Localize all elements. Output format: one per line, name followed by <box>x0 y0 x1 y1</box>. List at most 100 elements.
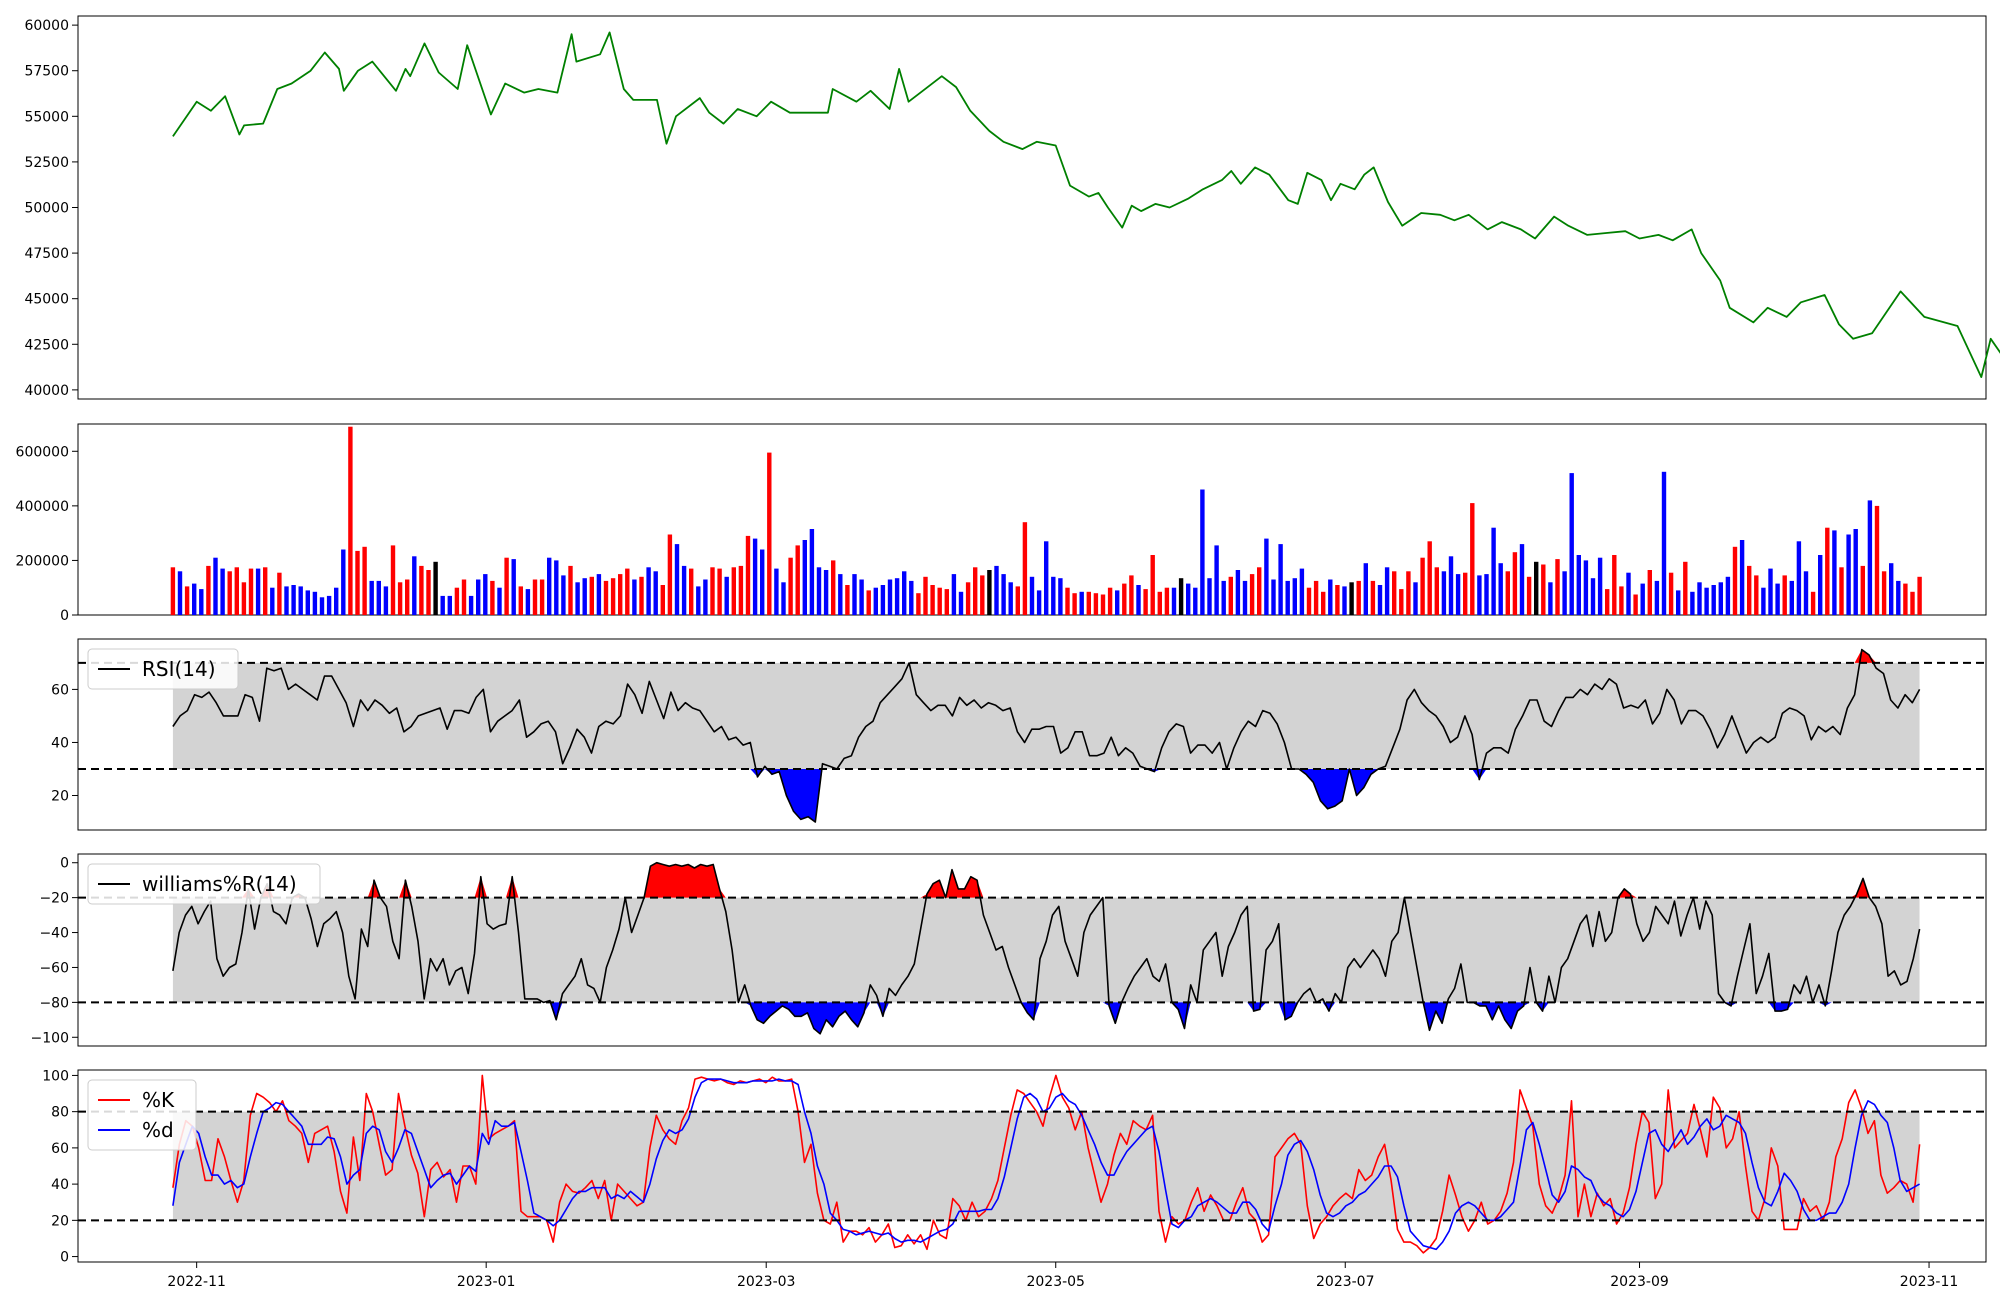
volume-bar <box>589 576 594 615</box>
volume-bar <box>1505 571 1510 615</box>
volume-bar <box>816 567 822 616</box>
volume-bar <box>1477 575 1482 615</box>
volume-bar <box>802 540 807 615</box>
panel-2-series-0 <box>172 648 1921 823</box>
volume-bar <box>241 582 247 615</box>
volume-bar <box>717 568 722 615</box>
volume-bar <box>1775 583 1780 615</box>
volume-bar <box>1200 489 1205 615</box>
volume-bar <box>1001 574 1006 615</box>
volume-bar <box>397 582 403 615</box>
volume-bar <box>192 583 197 615</box>
volume-bar <box>1541 564 1546 615</box>
panel-0-ytick-label: 47500 <box>24 246 69 262</box>
volume-bar <box>1193 587 1198 615</box>
volume-bar <box>1427 541 1432 615</box>
volume-bar <box>454 587 460 615</box>
volume-bar <box>1036 590 1042 615</box>
volume-bar <box>980 575 985 615</box>
panel-2-ytick-label: 40 <box>51 735 69 751</box>
volume-bar <box>1590 578 1596 615</box>
panel-4-ytick-label: 80 <box>51 1105 69 1121</box>
volume-bar <box>312 591 318 615</box>
volume-bar <box>902 571 907 615</box>
volume-bar <box>994 565 999 615</box>
volume-bar <box>1526 576 1532 615</box>
volume-bar <box>880 585 886 615</box>
volume-bar <box>1789 580 1794 615</box>
volume-bar <box>497 587 502 615</box>
panel-1-ytick-label: 400000 <box>16 499 69 515</box>
volume-bar <box>987 570 992 615</box>
panel-3-series-0 <box>172 861 1921 1035</box>
volume-bar <box>270 587 275 615</box>
volume-bar <box>582 578 587 615</box>
x-tick-label: 2022-11 <box>167 1274 226 1290</box>
volume-bar <box>518 586 523 615</box>
panel-0-ytick-label: 52500 <box>24 155 69 171</box>
panel-4-frame <box>77 1069 1987 1263</box>
volume-bar <box>483 574 488 615</box>
volume-bar <box>355 550 360 615</box>
volume-bar <box>887 579 893 615</box>
volume-bar <box>1392 571 1397 615</box>
panel-3-ytick-label: −80 <box>39 995 69 1011</box>
volume-bar <box>1257 567 1262 616</box>
volume-bar <box>1157 591 1162 615</box>
volume-bar <box>724 576 729 615</box>
panel-3-legend: williams%R(14) <box>87 863 321 905</box>
panel-2-ytick-label: 20 <box>51 789 69 805</box>
panel-4-ytick-label: 0 <box>60 1250 69 1266</box>
volume-bar <box>298 586 303 615</box>
volume-bar <box>1903 583 1908 615</box>
volume-bar <box>703 579 708 615</box>
volume-bar <box>1725 576 1731 615</box>
volume-bar <box>788 557 793 615</box>
panel-4-series-1 <box>172 1078 1920 1251</box>
volume-bar <box>1441 571 1447 615</box>
panel-4-ytick-label: 100 <box>42 1068 69 1084</box>
volume-bar <box>1661 471 1667 616</box>
panel-4-ytick-label: 20 <box>51 1213 69 1229</box>
volume-bar <box>1321 591 1326 615</box>
volume-bar <box>1420 557 1425 615</box>
x-tick-label: 2023-03 <box>737 1274 796 1290</box>
volume-bar <box>1747 565 1752 615</box>
volume-bar <box>916 593 921 615</box>
volume-bar <box>909 580 914 615</box>
volume-bar <box>710 567 715 616</box>
volume-bar <box>596 574 602 615</box>
volume-bar <box>1349 582 1354 615</box>
volume-bar <box>873 587 878 615</box>
volume-bar <box>511 559 516 615</box>
volume-bar <box>1022 522 1028 615</box>
volume-bar <box>752 538 758 615</box>
volume-bar <box>532 579 538 615</box>
volume-bar <box>369 580 374 615</box>
volume-bar <box>1825 527 1830 615</box>
volume-bar <box>951 574 957 615</box>
volume-bar <box>1832 530 1837 615</box>
volume-bar <box>1242 580 1248 615</box>
volume-bar <box>1107 587 1113 615</box>
volume-bar <box>1896 580 1901 615</box>
volume-bar <box>1448 556 1454 615</box>
volume-bar <box>525 589 531 615</box>
volume-bar <box>1363 563 1368 615</box>
volume-bar <box>326 595 332 615</box>
volume-bar <box>923 576 928 615</box>
volume-bar <box>1150 555 1155 615</box>
volume-bar <box>184 586 190 615</box>
volume-bar <box>1143 589 1148 615</box>
volume-bar <box>277 572 282 615</box>
volume-bar <box>1619 586 1624 615</box>
volume-bar <box>1647 570 1652 615</box>
volume-bar <box>738 565 744 615</box>
panel-3-frame <box>77 853 1987 1047</box>
volume-bar <box>1739 540 1745 615</box>
volume-bar <box>1470 503 1475 615</box>
volume-bar <box>1306 587 1312 615</box>
volume-bar <box>412 556 417 615</box>
volume-bar <box>689 568 694 615</box>
